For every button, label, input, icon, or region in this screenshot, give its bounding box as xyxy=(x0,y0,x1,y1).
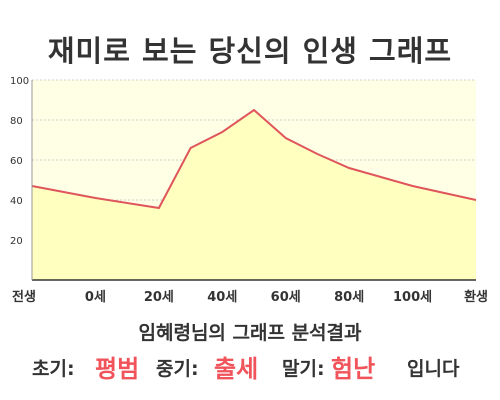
mid-label: 중기: xyxy=(156,358,199,380)
early-value: 평범 xyxy=(95,355,140,383)
y-axis-ticks: 20 40 60 80 100 xyxy=(10,76,29,247)
page-title: 재미로 보는 당신의 인생 그래프 xyxy=(47,34,453,68)
x-tick-label: 20세 xyxy=(144,290,174,305)
result-summary: 초기: 평범 중기: 출세 말기: 험난 입니다 xyxy=(0,348,500,383)
y-tick-label: 20 xyxy=(10,236,23,247)
life-graph-chart: 20 40 60 80 100 전생 0세 20세 40세 60세 80세 100세 환생 xyxy=(10,76,488,305)
early-label: 초기: xyxy=(32,358,75,380)
y-tick-label: 40 xyxy=(10,196,23,207)
late-value: 험난 xyxy=(331,355,376,383)
x-tick-label: 환생 xyxy=(464,289,488,305)
late-label: 말기: xyxy=(282,358,325,380)
x-tick-label: 80세 xyxy=(334,290,364,305)
result-suffix: 입니다 xyxy=(407,358,460,380)
y-tick-label: 100 xyxy=(10,76,29,87)
x-tick-label: 60세 xyxy=(271,290,301,305)
x-tick-label: 40세 xyxy=(207,290,237,305)
y-tick-label: 60 xyxy=(10,156,23,167)
area-fill xyxy=(32,110,476,280)
mid-value: 출세 xyxy=(214,355,259,383)
x-tick-label: 0세 xyxy=(85,290,106,305)
x-tick-label: 전생 xyxy=(12,289,36,305)
life-line-series xyxy=(31,108,477,210)
x-tick-label: 100세 xyxy=(393,290,432,305)
result-title: 임혜령님의 그래프 분석결과 xyxy=(138,322,362,344)
x-axis-ticks: 전생 0세 20세 40세 60세 80세 100세 환생 xyxy=(12,289,488,305)
y-tick-label: 80 xyxy=(10,116,23,127)
